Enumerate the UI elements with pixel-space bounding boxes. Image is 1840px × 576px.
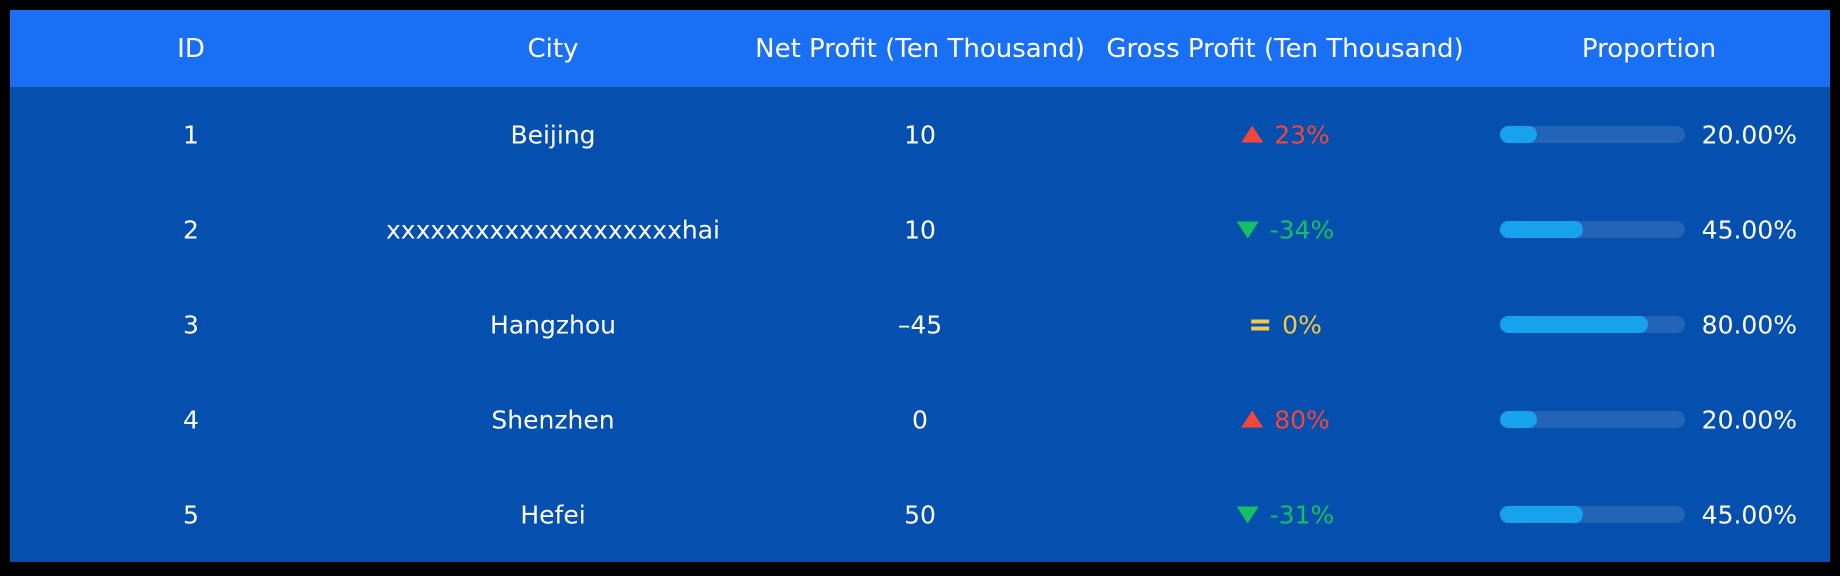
proportion-label: 45.00%	[1701, 500, 1797, 529]
table-row: 5 Hefei 50 -31% 45.00%	[10, 467, 1830, 562]
id-cell: 5	[183, 500, 199, 529]
progress-fill	[1500, 316, 1648, 333]
progress-track	[1500, 126, 1685, 143]
net-profit-cell: 0	[912, 405, 928, 434]
net-profit-cell: –45	[897, 310, 943, 339]
trend-icon	[1251, 319, 1270, 331]
gross-profit-cell: -34%	[1236, 215, 1335, 244]
city-cell: Beijing	[510, 120, 596, 149]
data-table: ID City Net Profit (Ten Thousand) Gross Pro…	[10, 10, 1830, 562]
table-row: 2 xxxxxxxxxxxxxxxxxxxxhai 10 -34% 45.00%	[10, 182, 1830, 277]
id-cell: 1	[183, 120, 199, 149]
progress-track	[1500, 506, 1685, 523]
trend-icon	[1241, 125, 1264, 143]
progress-fill	[1500, 411, 1537, 428]
column-header: City	[527, 33, 579, 64]
gross-profit-cell: 23%	[1240, 120, 1330, 149]
gross-profit-cell: -31%	[1236, 500, 1335, 529]
city-cell: Hefei	[520, 500, 586, 529]
trend-icon	[1236, 506, 1259, 524]
progress-fill	[1500, 221, 1584, 238]
gross-profit-value: -34%	[1269, 215, 1335, 244]
proportion-label: 45.00%	[1701, 215, 1797, 244]
progress-fill	[1500, 506, 1584, 523]
column-header: Gross Profit (Ten Thousand)	[1106, 33, 1464, 64]
column-header: Proportion	[1581, 33, 1717, 64]
city-cell: Shenzhen	[491, 405, 615, 434]
proportion-label: 20.00%	[1701, 120, 1797, 149]
net-profit-cell: 10	[904, 215, 936, 244]
gross-profit-value: -31%	[1269, 500, 1335, 529]
table-row: 4 Shenzhen 0 80% 20.00%	[10, 372, 1830, 467]
id-cell: 2	[183, 215, 199, 244]
table-header: ID City Net Profit (Ten Thousand) Gross Pro…	[10, 10, 1830, 87]
gross-profit-value: 23%	[1274, 120, 1330, 149]
city-cell: Hangzhou	[490, 310, 616, 339]
city-cell: xxxxxxxxxxxxxxxxxxxxhai	[385, 215, 721, 244]
proportion-label: 20.00%	[1701, 405, 1797, 434]
progress-track	[1500, 316, 1685, 333]
progress-track	[1500, 411, 1685, 428]
gross-profit-cell: 80%	[1240, 405, 1330, 434]
proportion-label: 80.00%	[1701, 310, 1797, 339]
trend-icon	[1241, 410, 1264, 428]
net-profit-cell: 10	[904, 120, 936, 149]
table-row: 3 Hangzhou –45 0% 80.00%	[10, 277, 1830, 372]
net-profit-cell: 50	[904, 500, 936, 529]
table-row: 1 Beijing 10 23% 20.00%	[10, 87, 1830, 182]
column-header: Net Profit (Ten Thousand)	[755, 33, 1085, 64]
column-header: ID	[177, 33, 205, 64]
gross-profit-cell: 0%	[1248, 310, 1322, 339]
id-cell: 4	[183, 405, 199, 434]
gross-profit-value: 0%	[1282, 310, 1322, 339]
gross-profit-value: 80%	[1274, 405, 1330, 434]
progress-track	[1500, 221, 1685, 238]
progress-fill	[1500, 126, 1537, 143]
trend-icon	[1236, 221, 1259, 239]
id-cell: 3	[183, 310, 199, 339]
